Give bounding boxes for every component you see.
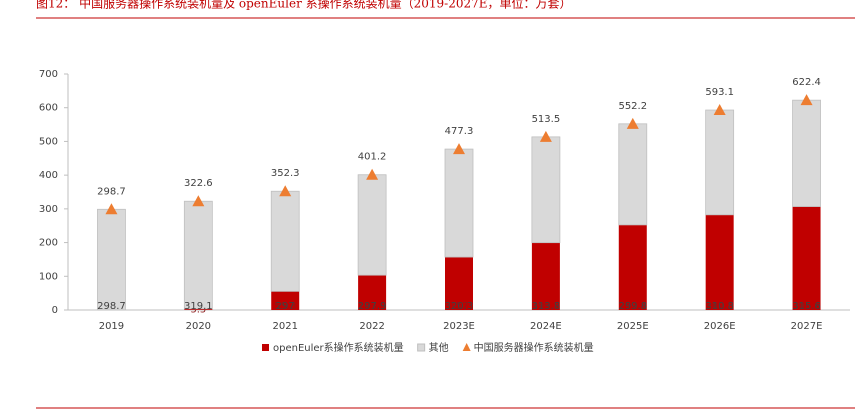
x-tick-label: 2024E [530, 321, 562, 332]
data-label: 297.9 [358, 301, 387, 312]
x-tick-label: 2025E [617, 321, 649, 332]
data-label: 320.3 [445, 301, 474, 312]
x-tick-label: 2019 [99, 321, 124, 332]
data-label: 315.6 [792, 301, 821, 312]
legend-label: 其他 [429, 341, 449, 354]
data-label: 310.8 [705, 301, 734, 312]
data-label: 552.2 [618, 101, 647, 112]
marker [192, 195, 205, 207]
marker [800, 94, 813, 106]
bar-segment [271, 291, 300, 310]
y-tick-label: 100 [39, 271, 58, 282]
y-tick-label: 600 [39, 103, 58, 114]
x-tick-label: 2023E [443, 321, 475, 332]
data-label: 299.8 [618, 301, 647, 312]
bar-segment [97, 208, 126, 311]
bar-segment [792, 206, 821, 310]
legend-swatch [262, 344, 269, 351]
chart-title: 图12： 中国服务器操作系统装机量及 openEuler 系操作系统装机量（20… [36, 0, 572, 11]
marker [279, 185, 292, 197]
marker [713, 104, 726, 116]
bar-segment [618, 123, 648, 226]
legend-swatch [417, 343, 426, 352]
data-label: 298.7 [97, 186, 126, 197]
legend-label: openEuler系操作系统装机量 [273, 341, 404, 354]
y-tick-label: 300 [39, 204, 58, 215]
data-label: 103.3 [358, 301, 387, 312]
data-label: 3.5 [190, 304, 206, 315]
data-label: 306.8 [792, 301, 821, 312]
bar-segment [183, 200, 213, 310]
data-label: 199.7 [532, 301, 561, 312]
marker [539, 130, 552, 142]
marker [453, 143, 465, 155]
bar-segment [531, 242, 560, 310]
data-label: 513.5 [532, 114, 561, 125]
bar-segment [531, 136, 561, 244]
marker [105, 203, 118, 215]
data-label: 298.7 [97, 301, 126, 312]
marker [366, 168, 379, 180]
data-label: 322.6 [184, 178, 213, 189]
data-label: 352.3 [271, 168, 300, 179]
data-label: 297 [276, 301, 295, 312]
x-tick-label: 2021 [272, 321, 297, 332]
x-tick-label: 2027E [791, 321, 823, 332]
bar-segment [184, 308, 213, 310]
bar-segment [444, 148, 474, 258]
data-label: 593.1 [705, 87, 734, 98]
data-label: 282.3 [705, 301, 734, 312]
bar-segment [270, 190, 300, 292]
bar-segment [357, 174, 387, 276]
data-label: 252.4 [618, 301, 647, 312]
y-tick-label: 700 [39, 69, 58, 80]
y-tick-label: 0 [52, 305, 58, 316]
bar-segment [618, 224, 647, 310]
legend-swatch [462, 343, 471, 351]
x-tick-label: 2022 [359, 321, 384, 332]
data-label: 313.8 [532, 301, 561, 312]
legend-label: 中国服务器操作系统装机量 [474, 341, 594, 354]
y-tick-label: 200 [39, 238, 58, 249]
bar-segment [792, 99, 821, 207]
data-label: 319.1 [184, 301, 213, 312]
data-label: 622.4 [792, 77, 821, 88]
bar-segment [358, 275, 387, 310]
data-label: 55.3 [274, 301, 296, 312]
x-tick-label: 2020 [186, 321, 211, 332]
x-tick-label: 2026E [704, 321, 736, 332]
y-tick-label: 400 [39, 170, 58, 181]
bar-segment [705, 214, 734, 310]
data-label: 477.3 [445, 126, 474, 137]
data-label: 157 [449, 301, 468, 312]
y-tick-label: 500 [39, 136, 58, 147]
data-label: 401.2 [358, 152, 387, 163]
bar-segment [445, 257, 473, 310]
marker [626, 117, 639, 129]
bar-segment [705, 109, 735, 216]
